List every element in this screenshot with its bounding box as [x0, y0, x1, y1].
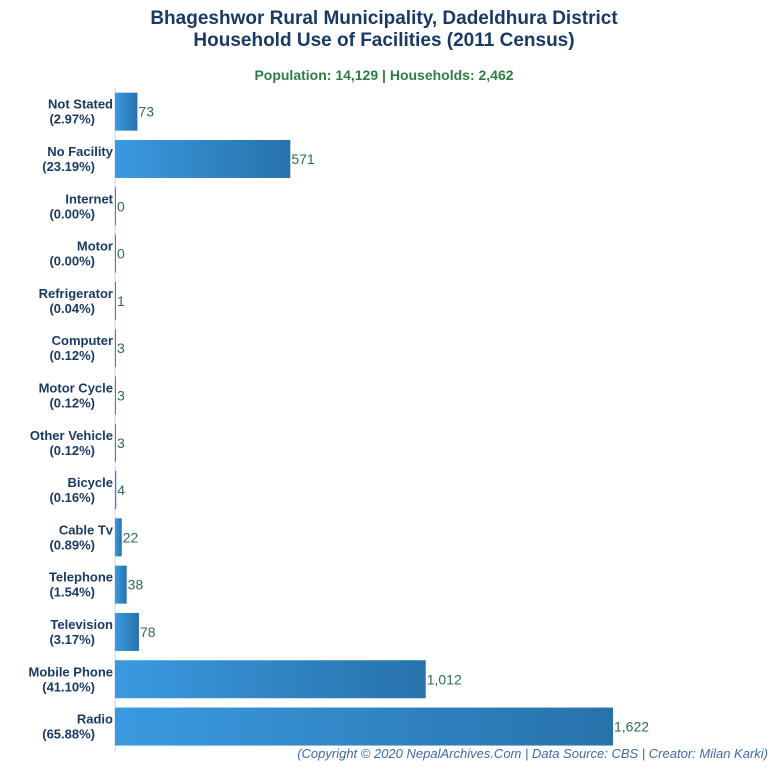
category-label-motor: Motor (0.00%)	[49, 239, 113, 269]
category-label-internet: Internet (0.00%)	[49, 191, 113, 221]
value-label-television: 78	[140, 624, 156, 640]
bar-not-stated	[115, 92, 138, 131]
value-label-other-vehicle: 3	[117, 435, 125, 451]
category-label-telephone: Telephone (1.54%)	[49, 570, 113, 600]
value-label-no-facility: 571	[291, 151, 315, 167]
category-label-motor-cycle: Motor Cycle (0.12%)	[39, 380, 113, 410]
bar-television	[115, 612, 139, 651]
bar-internet	[115, 187, 116, 226]
chart-title: Bhageshwor Rural Municipality, Dadeldhur…	[150, 8, 618, 29]
bar-bicycle	[115, 471, 117, 510]
category-label-other-vehicle: Other Vehicle (0.12%)	[30, 428, 113, 458]
bar-motor	[115, 234, 116, 273]
value-label-cable-tv: 22	[123, 529, 139, 545]
category-label-bicycle: Bicycle (0.16%)	[49, 475, 113, 505]
bar-telephone	[115, 565, 127, 604]
value-label-mobile-phone: 1,012	[427, 671, 462, 687]
chart-subtitle-line: Household Use of Facilities (2011 Census…	[193, 30, 575, 51]
category-label-mobile-phone: Mobile Phone (41.10%)	[29, 664, 114, 694]
population-summary: Population: 14,129 | Households: 2,462	[254, 67, 514, 83]
bar-other-vehicle	[115, 423, 116, 462]
value-label-refrigerator: 1	[117, 293, 125, 309]
bar-mobile-phone	[115, 660, 426, 699]
value-label-bicycle: 4	[117, 482, 125, 498]
category-label-computer: Computer (0.12%)	[49, 333, 113, 363]
value-label-radio: 1,622	[614, 719, 649, 735]
category-label-radio: Radio (65.88%)	[42, 712, 113, 742]
value-label-computer: 3	[117, 340, 125, 356]
bar-cable-tv	[115, 518, 122, 557]
bar-refrigerator	[115, 281, 116, 320]
value-label-motor-cycle: 3	[117, 387, 125, 403]
value-label-internet: 0	[117, 198, 125, 214]
bar-computer	[115, 329, 116, 368]
category-label-not-stated: Not Stated (2.97%)	[48, 97, 113, 127]
value-label-not-stated: 73	[138, 104, 154, 120]
category-label-television: Television (3.17%)	[49, 617, 113, 647]
copyright-footer: (Copyright © 2020 NepalArchives.Com | Da…	[297, 746, 768, 761]
category-label-no-facility: No Facility (23.19%)	[42, 144, 114, 174]
bar-no-facility	[115, 139, 291, 178]
bars-group: 73 Not Stated (2.97%) 571 No Facility (23.19%…	[29, 92, 649, 746]
value-label-motor: 0	[117, 246, 125, 262]
bar-radio	[115, 707, 613, 746]
bar-motor-cycle	[115, 376, 116, 415]
value-label-telephone: 38	[128, 577, 144, 593]
category-label-cable-tv: Cable Tv (0.89%)	[49, 522, 113, 552]
category-label-refrigerator: Refrigerator (0.04%)	[39, 286, 113, 316]
